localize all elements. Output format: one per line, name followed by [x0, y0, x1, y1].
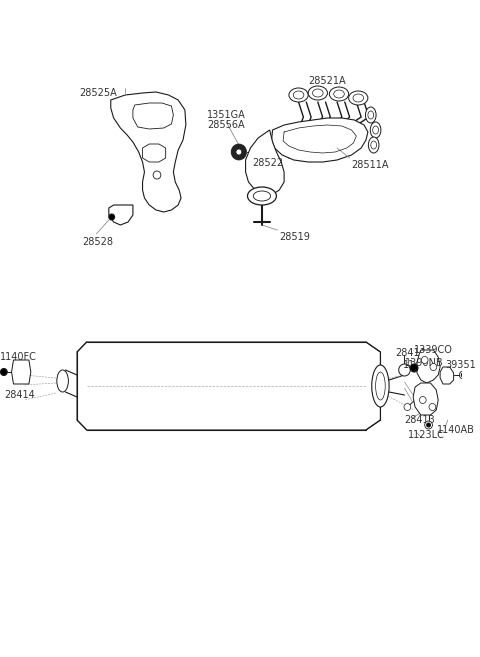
Ellipse shape — [248, 187, 276, 205]
Circle shape — [236, 149, 242, 155]
Ellipse shape — [289, 88, 308, 102]
Text: 1140FC: 1140FC — [403, 360, 439, 370]
Text: 1390NB: 1390NB — [405, 358, 443, 368]
Ellipse shape — [365, 107, 376, 123]
Circle shape — [109, 214, 115, 220]
Text: 1140AB: 1140AB — [437, 425, 475, 435]
Circle shape — [427, 423, 431, 427]
Ellipse shape — [372, 126, 379, 134]
Circle shape — [399, 364, 410, 376]
Ellipse shape — [368, 137, 379, 153]
Circle shape — [410, 364, 418, 372]
Text: 28511A: 28511A — [351, 160, 389, 170]
Text: 1339CO: 1339CO — [414, 345, 453, 355]
Ellipse shape — [371, 141, 377, 149]
Ellipse shape — [308, 86, 327, 100]
Circle shape — [461, 373, 465, 377]
Polygon shape — [109, 205, 133, 225]
Text: 39351: 39351 — [445, 360, 476, 370]
Text: 28556A: 28556A — [207, 120, 245, 130]
Polygon shape — [413, 383, 438, 415]
Text: 28414: 28414 — [395, 348, 426, 358]
Circle shape — [430, 363, 437, 371]
Polygon shape — [440, 367, 454, 384]
Text: 28522: 28522 — [252, 158, 284, 168]
Circle shape — [421, 357, 428, 363]
Text: 28528: 28528 — [82, 237, 113, 247]
Circle shape — [231, 144, 247, 160]
Ellipse shape — [375, 372, 385, 400]
Text: 1351GA: 1351GA — [207, 110, 246, 120]
Ellipse shape — [57, 370, 68, 392]
Circle shape — [404, 403, 411, 411]
Circle shape — [459, 371, 467, 379]
Polygon shape — [417, 350, 440, 383]
Polygon shape — [133, 103, 173, 129]
Polygon shape — [77, 342, 381, 430]
Circle shape — [420, 397, 426, 403]
Circle shape — [0, 369, 7, 376]
Ellipse shape — [348, 91, 368, 105]
Ellipse shape — [372, 365, 389, 407]
Text: 28414: 28414 — [4, 390, 35, 400]
Polygon shape — [246, 130, 284, 195]
Ellipse shape — [329, 87, 348, 101]
Text: 28521A: 28521A — [308, 76, 346, 86]
Text: 28519: 28519 — [279, 232, 310, 242]
Text: 28413: 28413 — [405, 415, 435, 425]
Ellipse shape — [293, 91, 304, 99]
Ellipse shape — [253, 191, 271, 201]
Text: 1123LC: 1123LC — [408, 430, 445, 440]
Ellipse shape — [370, 122, 381, 138]
Polygon shape — [272, 118, 368, 162]
Text: 28525A: 28525A — [79, 88, 117, 98]
Ellipse shape — [368, 111, 373, 119]
Polygon shape — [12, 360, 31, 384]
Ellipse shape — [334, 90, 344, 98]
Ellipse shape — [312, 89, 323, 97]
Polygon shape — [143, 144, 166, 162]
Text: 1140FC: 1140FC — [0, 352, 37, 362]
Ellipse shape — [353, 94, 363, 102]
Circle shape — [153, 171, 161, 179]
Circle shape — [429, 403, 436, 411]
Circle shape — [425, 421, 432, 429]
Polygon shape — [111, 92, 186, 212]
